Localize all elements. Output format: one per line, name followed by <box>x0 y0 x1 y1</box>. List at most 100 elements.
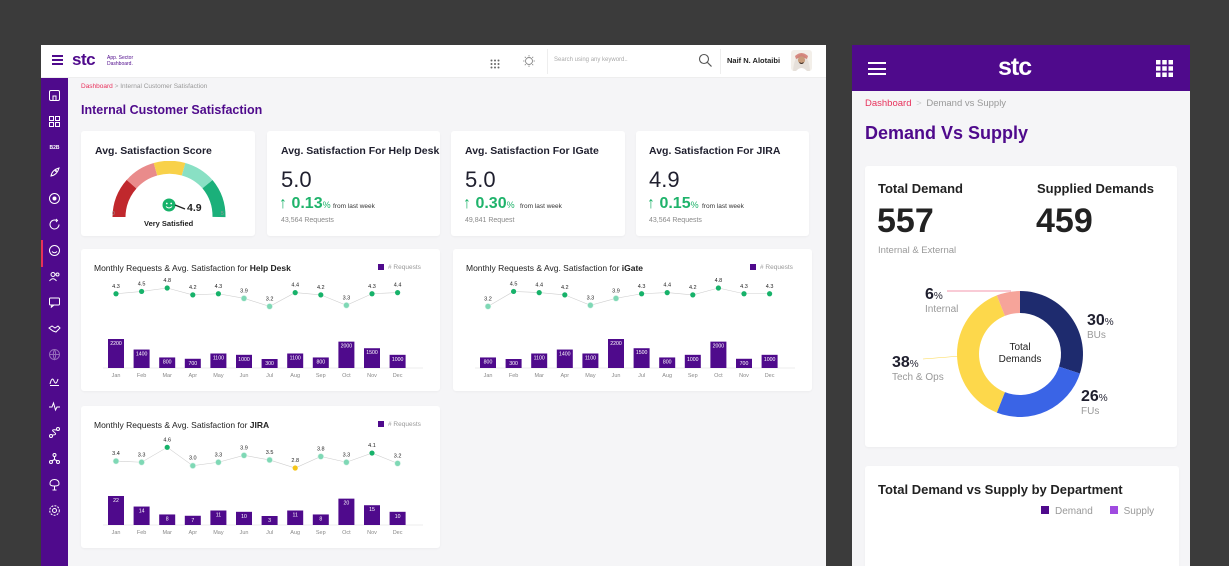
breadcrumb: Dashboard > Demand vs Supply <box>865 98 1006 109</box>
segment-unit: % <box>933 291 943 302</box>
satisfaction-line <box>115 446 398 469</box>
request-bar <box>364 348 380 368</box>
chat-icon[interactable] <box>47 296 62 311</box>
apps-grid-icon[interactable] <box>490 56 500 69</box>
chart-title-subject: iGate <box>621 263 644 273</box>
home-icon[interactable] <box>47 89 62 104</box>
avatar[interactable] <box>791 50 812 71</box>
gauge-min: 0 <box>112 211 115 217</box>
bar-value-label: 10 <box>241 514 247 520</box>
mobile-dashboard: stc Dashboard > Demand vs Supply Demand … <box>852 45 1190 566</box>
top-bar: stc App. Sector Dashboard. Search using … <box>41 45 826 78</box>
route-icon[interactable] <box>47 426 62 441</box>
request-bar <box>531 353 548 368</box>
menu-icon[interactable] <box>868 62 886 75</box>
request-bar <box>736 358 752 368</box>
request-bar <box>710 341 727 368</box>
stc-logo[interactable]: stc <box>998 53 1032 81</box>
satisfaction-point <box>767 291 773 297</box>
legend-swatch <box>378 264 384 271</box>
satisfaction-value-label: 4.4 <box>535 283 543 289</box>
legend-label-supply: Supply <box>1123 506 1155 517</box>
globe-icon[interactable] <box>47 348 62 363</box>
menu-icon[interactable] <box>52 55 63 65</box>
month-label: Nov <box>367 530 377 536</box>
apps-grid-icon[interactable] <box>1156 60 1173 77</box>
month-label: Sep <box>688 373 698 379</box>
kpi-value: 5.0 <box>281 167 312 192</box>
user-name[interactable]: Naif N. Alotaibi <box>727 56 781 65</box>
bar-value-label: 800 <box>163 359 172 365</box>
page-title: Internal Customer Satisfaction <box>81 103 263 117</box>
settings-icon[interactable] <box>47 504 62 519</box>
month-label: Nov <box>739 373 749 379</box>
rocket-icon[interactable] <box>47 166 62 181</box>
breadcrumb-root[interactable]: Dashboard <box>81 83 113 90</box>
satisfaction-point <box>613 295 619 301</box>
request-bar <box>480 357 496 368</box>
search-input[interactable]: Search using any keyword.. <box>554 57 628 63</box>
satisfaction-value-label: 4.6 <box>163 437 171 443</box>
segment-pct: 6 <box>925 286 934 303</box>
up-arrow-icon: ↑ <box>647 195 655 212</box>
gauge-score: 4.9 <box>187 202 202 214</box>
total-demand-value: 557 <box>877 202 934 240</box>
smile-icon[interactable] <box>47 244 62 259</box>
segment-label-internal: 6% Internal <box>925 286 958 315</box>
satisfaction-point <box>139 459 145 465</box>
kpi-title: Avg. Satisfaction For Help Desk <box>281 145 440 157</box>
donut-center-line2: Demands <box>998 354 1042 365</box>
change-value: 0.30 <box>475 195 507 212</box>
satisfaction-value-label: 3.3 <box>215 452 223 458</box>
kpi-value: 4.9 <box>649 167 680 192</box>
b2b-label[interactable]: B2B <box>49 145 60 151</box>
users-icon[interactable] <box>47 270 62 285</box>
change-period: from last week <box>702 203 744 210</box>
legend-label: # Requests <box>388 421 421 428</box>
change-unit: % <box>322 200 331 210</box>
handshake-icon[interactable] <box>47 322 62 337</box>
chart-card-igate: Monthly Requests & Avg. Satisfaction for… <box>453 249 812 391</box>
month-label: Mar <box>534 373 544 379</box>
tree-icon[interactable] <box>47 478 62 493</box>
request-bar <box>633 348 650 368</box>
month-label: Sep <box>316 530 326 536</box>
bar-value-label: 1000 <box>392 357 404 363</box>
bar-value-label: 1000 <box>764 357 776 363</box>
refresh-icon[interactable] <box>47 218 62 233</box>
demand-card: Total Demand 557 Internal & External Sup… <box>865 166 1177 447</box>
month-label: Oct <box>714 373 723 379</box>
gauge-needle <box>174 204 186 210</box>
month-label: Jan <box>112 530 121 536</box>
lightbulb-icon[interactable] <box>522 54 536 68</box>
breadcrumb-root[interactable]: Dashboard <box>865 98 912 109</box>
month-label: Feb <box>137 530 146 536</box>
signature-icon[interactable] <box>47 374 62 389</box>
bar-value-label: 800 <box>316 359 325 365</box>
month-label: Mar <box>162 530 172 536</box>
month-label: Jul <box>266 373 273 379</box>
target-icon[interactable] <box>47 192 62 207</box>
kpi-title: Avg. Satisfaction For IGate <box>465 145 599 157</box>
donut-segment <box>996 366 1080 417</box>
igate-combo-chart: 800 Jan 300 Feb 1100 Mar 1400 Apr 1100 May 2200 Jun… <box>475 278 795 379</box>
donut-segment <box>957 295 1005 413</box>
dept-chart-legend: Demand Supply <box>1041 506 1154 517</box>
satisfaction-value-label: 4.2 <box>689 285 697 291</box>
satisfaction-point <box>562 292 568 298</box>
sidebar: B2B <box>41 78 68 566</box>
month-label: May <box>585 373 596 379</box>
request-bar <box>608 339 624 368</box>
satisfaction-point <box>113 458 119 464</box>
network-icon[interactable] <box>47 452 62 467</box>
legend-label: # Requests <box>388 264 421 271</box>
request-bar <box>761 354 778 368</box>
bar-value-label: 700 <box>740 361 749 367</box>
search-icon[interactable] <box>698 53 713 68</box>
satisfaction-value-label: 3.0 <box>189 456 197 462</box>
change-value: 0.13 <box>291 195 323 212</box>
bar-value-label: 1400 <box>559 352 571 358</box>
pulse-icon[interactable] <box>47 400 62 415</box>
grid-icon[interactable] <box>47 115 62 130</box>
stc-logo[interactable]: stc <box>72 50 96 69</box>
